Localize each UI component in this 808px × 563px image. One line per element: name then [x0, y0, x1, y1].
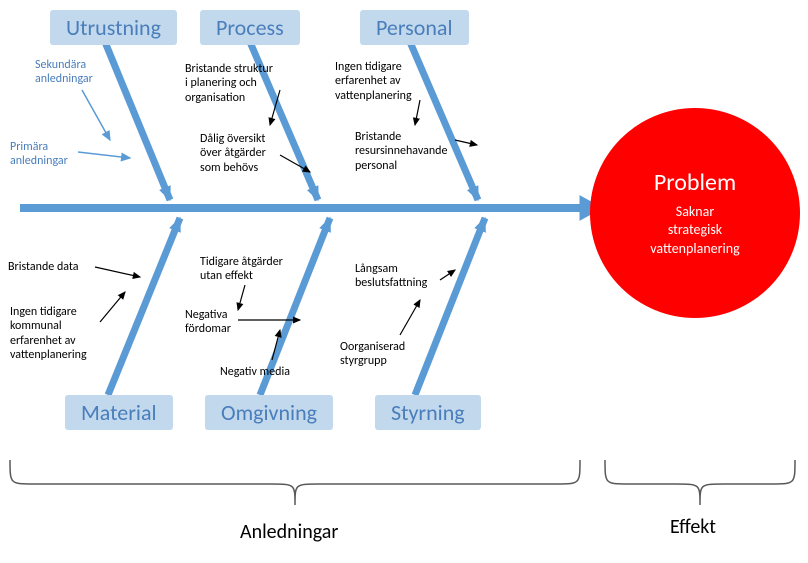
cause-label: Negativ media	[220, 365, 290, 379]
cause-label: Bristande data	[8, 260, 79, 274]
cause-label: Oorganiseradstyrgrupp	[340, 340, 405, 369]
legend-primary: Primäraanledningar	[10, 140, 68, 169]
category-box: Omgivning	[205, 395, 333, 430]
problem-title: Problem	[654, 168, 736, 197]
category-box: Utrustning	[50, 10, 177, 45]
cause-label: Bristanderesursinnehavandepersonal	[355, 130, 447, 173]
category-box: Styrning	[375, 395, 481, 430]
cause-label: Tidigare åtgärderutan effekt	[200, 255, 283, 284]
legend-secondary: Sekundäraanledningar	[35, 58, 93, 87]
cause-label: Dålig översiktöver åtgärdersom behövs	[200, 132, 266, 175]
problem-circle: Problem Saknarstrategiskvattenplanering	[590, 108, 800, 318]
cause-label: Ingen tidigarekommunalerfarenhet avvatte…	[10, 305, 87, 363]
cause-label: Ingen tidigareerfarenhet avvattenplaneri…	[335, 60, 412, 103]
cause-label: Negativafördomar	[185, 308, 231, 337]
category-box: Process	[200, 10, 300, 45]
cause-label: Långsambeslutsfattning	[355, 262, 427, 291]
section-effect-label: Effekt	[670, 515, 716, 539]
category-box: Personal	[360, 10, 469, 45]
category-box: Material	[65, 395, 173, 430]
cause-label: Bristande strukturi planering ochorganis…	[185, 62, 273, 105]
section-causes-label: Anledningar	[240, 520, 338, 544]
problem-subtitle: Saknarstrategiskvattenplanering	[632, 203, 757, 258]
